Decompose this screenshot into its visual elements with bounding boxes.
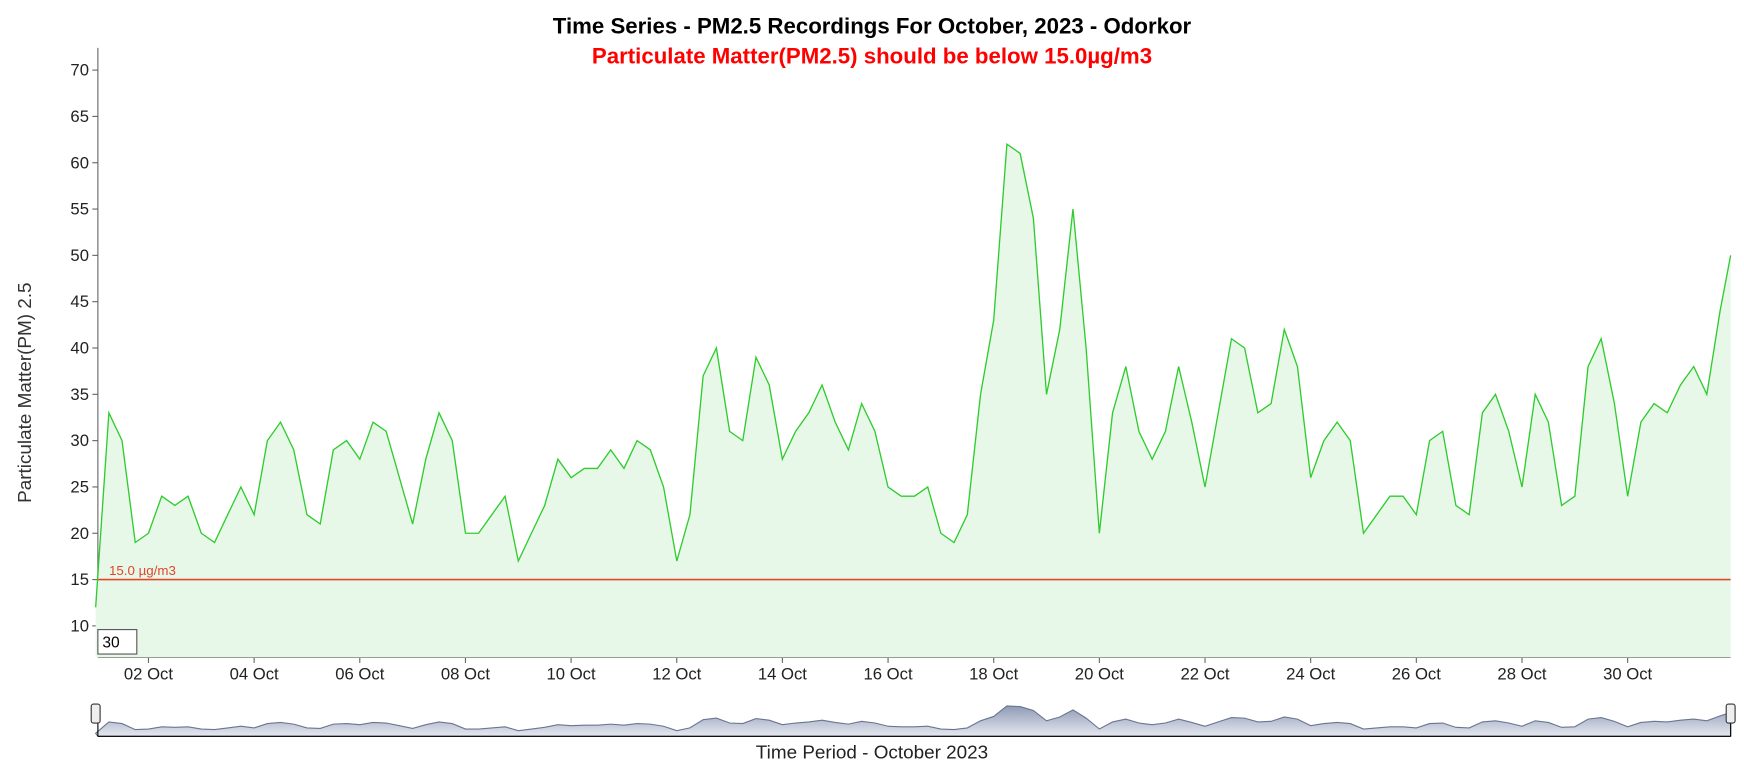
x-tick-label: 30 Oct (1603, 665, 1652, 684)
x-tick-label: 26 Oct (1392, 665, 1441, 684)
y-tick-label: 65 (70, 107, 89, 126)
x-tick-label: 02 Oct (124, 665, 173, 684)
roll-period-input[interactable] (97, 629, 138, 655)
y-tick-label: 25 (70, 478, 89, 497)
x-tick-label: 18 Oct (969, 665, 1018, 684)
range-selector-area (94, 705, 1732, 737)
x-axis-label: Time Period - October 2023 (756, 743, 988, 764)
x-tick-label: 28 Oct (1497, 665, 1546, 684)
series-line (94, 142, 1732, 608)
threshold-label: 15.0 µg/m3 (109, 563, 176, 578)
plot-area: 10 15 20 25 30 35 40 45 50 55 60 65 70 02 Oct 04 Oct 06… (70, 47, 1736, 737)
y-tick-label: 15 (70, 570, 89, 589)
y-tick-label: 60 (70, 153, 89, 172)
area-fill (95, 144, 1731, 658)
y-tick-label: 70 (70, 61, 89, 80)
x-tick-label: 04 Oct (230, 665, 279, 684)
y-tick-label: 40 (70, 339, 89, 358)
y-tick-label: 55 (70, 200, 89, 219)
x-tick-label: 10 Oct (547, 665, 596, 684)
x-tick-label: 24 Oct (1286, 665, 1335, 684)
y-tick-label: 10 (70, 616, 89, 635)
x-tick-label: 14 Oct (758, 665, 807, 684)
x-tick-label: 22 Oct (1180, 665, 1229, 684)
chart-title: Time Series - PM2.5 Recordings For Octob… (553, 13, 1192, 38)
range-handle[interactable] (90, 703, 101, 724)
y-tick-label: 35 (70, 385, 89, 404)
x-tick-label: 08 Oct (441, 665, 490, 684)
y-tick-label: 45 (70, 292, 89, 311)
y-tick-label: 30 (70, 431, 89, 450)
x-tick-label: 16 Oct (863, 665, 912, 684)
y-tick-label: 20 (70, 524, 89, 543)
x-tick-label: 20 Oct (1075, 665, 1124, 684)
chart-subtitle: Particulate Matter(PM2.5) should be belo… (592, 43, 1152, 68)
x-tick-label: 06 Oct (335, 665, 384, 684)
x-tick-label: 12 Oct (652, 665, 701, 684)
y-tick-label: 50 (70, 246, 89, 265)
roll-period-value: 30 (102, 634, 120, 651)
y-axis-label: Particulate Matter(PM) 2.5 (15, 282, 36, 502)
range-handle[interactable] (1725, 703, 1736, 724)
